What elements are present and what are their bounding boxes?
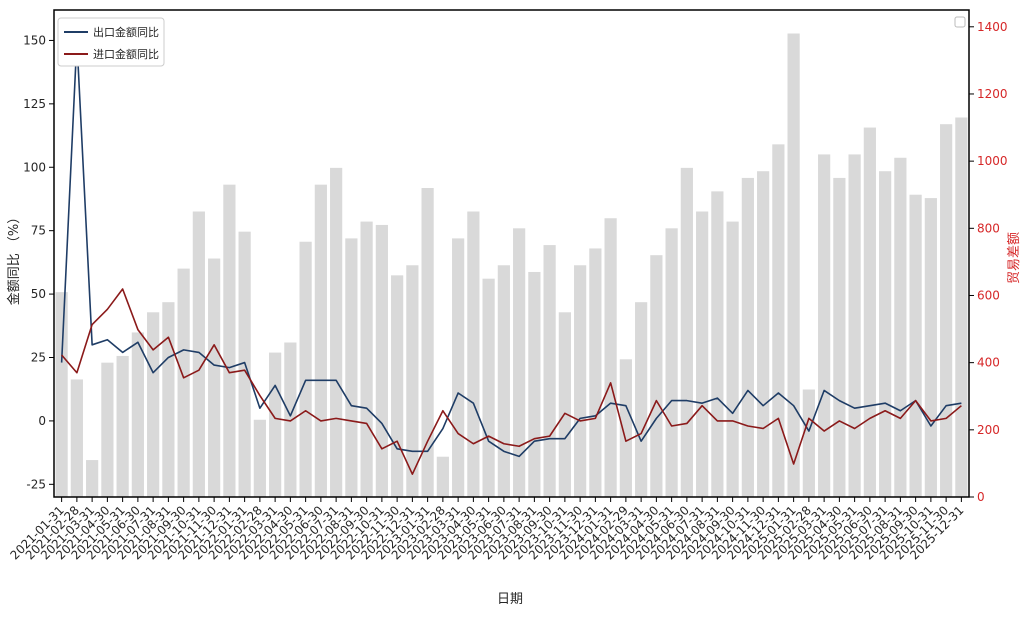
left-axis-tick-label: 125 bbox=[23, 97, 46, 111]
trade-balance-bar bbox=[650, 255, 663, 497]
right-axis: 0 200 400 600 800 1000 1200 1400 bbox=[969, 20, 1008, 504]
trade-balance-bar bbox=[314, 184, 327, 497]
trade-balance-bar bbox=[772, 144, 785, 497]
trade-balance-bar bbox=[741, 177, 754, 497]
right-axis-title: 贸易差额 bbox=[1007, 232, 1022, 284]
trade-balance-bar bbox=[208, 258, 221, 497]
trade-balance-bar bbox=[558, 312, 571, 497]
trade-balance-bar bbox=[192, 211, 205, 497]
trade-balance-bar bbox=[436, 456, 449, 497]
right-axis-tick-label: 800 bbox=[977, 221, 1000, 235]
left-axis-tick-label: 150 bbox=[23, 33, 46, 47]
legend: 出口金额同比 进口金额同比 bbox=[57, 17, 165, 67]
trade-balance-bar bbox=[711, 191, 724, 497]
trade-balance-bar bbox=[833, 177, 846, 497]
trade-balance-bar bbox=[177, 268, 190, 497]
trade-balance-bar bbox=[360, 221, 373, 497]
left-axis-tick-label: 50 bbox=[31, 287, 46, 301]
trade-balance-bar bbox=[726, 221, 739, 497]
left-axis: -25 0 25 50 75 100 125 150 bbox=[23, 33, 54, 491]
trade-balance-bar bbox=[924, 198, 937, 497]
trade-balance-bar bbox=[497, 265, 510, 497]
trade-balance-bar bbox=[147, 312, 160, 497]
trade-balance-bar bbox=[330, 167, 343, 498]
left-axis-title: 金额同比 （%） bbox=[6, 211, 22, 306]
trade-balance-bar bbox=[604, 218, 617, 498]
trade-balance-bar bbox=[269, 352, 282, 497]
right-axis-tick-label: 1400 bbox=[977, 20, 1008, 34]
trade-balance-bar bbox=[253, 419, 266, 497]
trade-balance-bar bbox=[223, 184, 236, 497]
secondary-legend-box bbox=[954, 16, 966, 28]
left-axis-tick-label: 25 bbox=[31, 350, 46, 364]
trade-balance-bar bbox=[894, 157, 907, 497]
trade-balance-bar bbox=[665, 228, 678, 497]
trade-balance-bar bbox=[589, 248, 602, 497]
trade-balance-bar bbox=[162, 302, 175, 497]
export-yoy-line bbox=[60, 39, 962, 458]
trade-balance-bar bbox=[482, 278, 495, 497]
plot-frame bbox=[53, 9, 970, 498]
right-axis-tick-label: 0 bbox=[977, 490, 985, 504]
trade-balance-bar bbox=[375, 224, 388, 497]
right-axis-tick-label: 1200 bbox=[977, 87, 1008, 101]
left-axis-tick-label: 100 bbox=[23, 160, 46, 174]
trade-balance-bar bbox=[863, 127, 876, 498]
trade-balance-bar bbox=[284, 342, 297, 497]
trade-balance-bar bbox=[116, 355, 129, 497]
trade-balance-bar bbox=[421, 188, 434, 497]
x-axis: 2021-01-312021-02-282021-03-312021-04-30… bbox=[8, 497, 966, 562]
trade-balance-bar bbox=[680, 167, 693, 498]
left-axis-tick-label: -25 bbox=[26, 477, 46, 491]
line-series bbox=[60, 39, 962, 475]
trade-balance-bar bbox=[802, 389, 815, 497]
import-yoy-line bbox=[61, 288, 962, 475]
right-axis-tick-label: 1000 bbox=[977, 154, 1008, 168]
trade-balance-bar bbox=[879, 171, 892, 497]
trade-balance-bar bbox=[787, 33, 800, 497]
trade-balance-bar bbox=[909, 194, 922, 497]
trade-balance-bar bbox=[818, 154, 831, 498]
trade-balance-bar bbox=[696, 211, 709, 497]
left-axis-tick-label: 75 bbox=[31, 224, 46, 238]
right-axis-tick-label: 400 bbox=[977, 356, 1000, 370]
trade-balance-bar bbox=[848, 154, 861, 498]
trade-balance-bar bbox=[757, 171, 770, 497]
trade-balance-bar bbox=[467, 211, 480, 497]
trade-balance-bar bbox=[299, 241, 312, 497]
right-axis-tick-label: 600 bbox=[977, 288, 1000, 302]
legend-label-import: 进口金额同比 bbox=[93, 47, 159, 61]
left-axis-tick-label: 0 bbox=[38, 414, 46, 428]
trade-balance-bar bbox=[70, 379, 83, 497]
trade-balance-bar bbox=[131, 332, 144, 497]
right-axis-tick-label: 200 bbox=[977, 423, 1000, 437]
trade-balance-bar bbox=[452, 238, 465, 497]
trade-balance-bar bbox=[345, 238, 358, 497]
trade-balance-bar bbox=[513, 228, 526, 497]
trade-balance-bar bbox=[406, 265, 419, 497]
trade-balance-bar bbox=[619, 359, 632, 497]
trade-balance-bar bbox=[101, 362, 114, 497]
trade-balance-bar bbox=[574, 265, 587, 497]
trade-balance-bar bbox=[940, 124, 953, 497]
trade-balance-bar bbox=[391, 275, 404, 497]
trade-balance-bar bbox=[543, 245, 556, 497]
trade-balance-bar bbox=[955, 117, 968, 497]
trade-balance-bar bbox=[635, 302, 648, 497]
trade-balance-bar bbox=[55, 292, 68, 497]
x-axis-title: 日期 bbox=[497, 592, 523, 607]
trade-balance-bar bbox=[86, 460, 99, 497]
trade-balance-bar bbox=[528, 271, 541, 497]
legend-label-export: 出口金额同比 bbox=[93, 25, 159, 39]
